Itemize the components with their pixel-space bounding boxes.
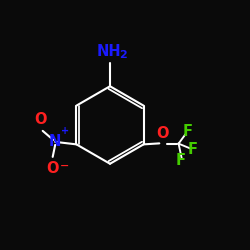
Text: F: F bbox=[188, 142, 198, 158]
Text: O: O bbox=[156, 126, 168, 141]
Text: F: F bbox=[176, 153, 186, 168]
Text: −: − bbox=[60, 160, 69, 170]
Text: 2: 2 bbox=[120, 50, 127, 60]
Text: F: F bbox=[183, 124, 193, 139]
Text: N: N bbox=[49, 134, 62, 149]
Text: NH: NH bbox=[96, 44, 121, 60]
Text: O: O bbox=[46, 161, 59, 176]
Text: +: + bbox=[61, 126, 69, 136]
Text: O: O bbox=[34, 112, 47, 128]
